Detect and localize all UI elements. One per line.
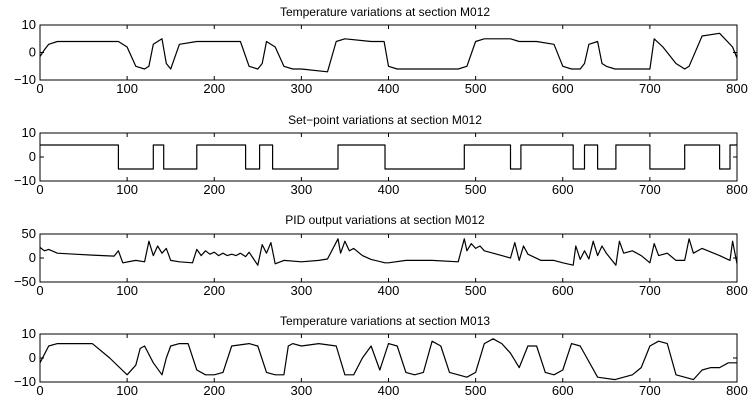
x-tick-label: 300 bbox=[291, 283, 313, 298]
x-tick-label: 800 bbox=[726, 182, 748, 197]
x-tick-label: 500 bbox=[465, 283, 487, 298]
panel-1-title: Temperature variations at section M012 bbox=[280, 5, 490, 19]
y-tick-label: 10 bbox=[22, 17, 36, 32]
x-tick-label: 400 bbox=[378, 81, 400, 96]
x-tick-label: 400 bbox=[378, 383, 400, 398]
panel-4-title: Temperature variations at section M013 bbox=[280, 314, 490, 328]
x-tick-label: 100 bbox=[116, 283, 138, 298]
panel-3-title: PID output variations at section M012 bbox=[285, 213, 485, 227]
x-tick-label: 200 bbox=[203, 283, 225, 298]
y-tick-label: −10 bbox=[14, 374, 36, 389]
x-tick-label: 300 bbox=[291, 182, 313, 197]
x-tick-label: 600 bbox=[552, 383, 574, 398]
x-tick-label: 800 bbox=[726, 283, 748, 298]
x-tick-label: 0 bbox=[36, 81, 43, 96]
x-tick-label: 200 bbox=[203, 383, 225, 398]
x-tick-label: 0 bbox=[36, 182, 43, 197]
x-tick-label: 700 bbox=[639, 81, 661, 96]
panel-3-series bbox=[39, 238, 738, 266]
y-tick-label: 10 bbox=[22, 125, 36, 140]
y-tick-label: −50 bbox=[14, 274, 36, 289]
y-tick-label: −10 bbox=[14, 173, 36, 188]
panel-2: Set−point variations at section M012 0 10… bbox=[14, 113, 748, 197]
x-tick-label: 200 bbox=[203, 182, 225, 197]
y-tick-label: 0 bbox=[29, 250, 36, 265]
y-tick-label: 0 bbox=[29, 45, 36, 60]
x-tick-label: 700 bbox=[639, 182, 661, 197]
y-tick-label: 10 bbox=[22, 326, 36, 341]
x-tick-label: 100 bbox=[116, 182, 138, 197]
x-tick-label: 300 bbox=[291, 81, 313, 96]
x-tick-label: 600 bbox=[552, 182, 574, 197]
y-tick-label: 0 bbox=[29, 350, 36, 365]
panel-4-series bbox=[39, 338, 737, 381]
panel-1-axes bbox=[39, 24, 738, 81]
panel-2-title: Set−point variations at section M012 bbox=[288, 113, 482, 127]
x-tick-label: 500 bbox=[465, 182, 487, 197]
x-tick-label: 100 bbox=[116, 81, 138, 96]
x-tick-label: 500 bbox=[465, 81, 487, 96]
panel-3-axes bbox=[39, 233, 738, 283]
y-tick-label: 0 bbox=[29, 149, 36, 164]
x-tick-label: 0 bbox=[36, 383, 43, 398]
panel-2-series bbox=[40, 144, 737, 170]
x-tick-label: 600 bbox=[552, 81, 574, 96]
y-tick-label: 50 bbox=[22, 226, 36, 241]
panel-3: PID output variations at section M012 0 1… bbox=[14, 213, 748, 298]
x-tick-label: 400 bbox=[378, 283, 400, 298]
x-tick-label: 0 bbox=[36, 283, 43, 298]
x-tick-label: 600 bbox=[552, 283, 574, 298]
x-tick-label: 400 bbox=[378, 182, 400, 197]
x-tick-label: 200 bbox=[203, 81, 225, 96]
x-tick-label: 500 bbox=[465, 383, 487, 398]
x-tick-label: 700 bbox=[639, 283, 661, 298]
y-tick-label: −10 bbox=[14, 72, 36, 87]
x-tick-label: 800 bbox=[726, 81, 748, 96]
panel-1: Temperature variations at section M012 0… bbox=[14, 5, 748, 96]
x-tick-label: 700 bbox=[639, 383, 661, 398]
x-tick-label: 800 bbox=[726, 383, 748, 398]
x-tick-label: 100 bbox=[116, 383, 138, 398]
panel-4: Temperature variations at section M013 0… bbox=[14, 314, 748, 398]
x-tick-label: 300 bbox=[291, 383, 313, 398]
panel-1-series bbox=[39, 32, 738, 73]
panel-2-axes bbox=[39, 132, 738, 182]
